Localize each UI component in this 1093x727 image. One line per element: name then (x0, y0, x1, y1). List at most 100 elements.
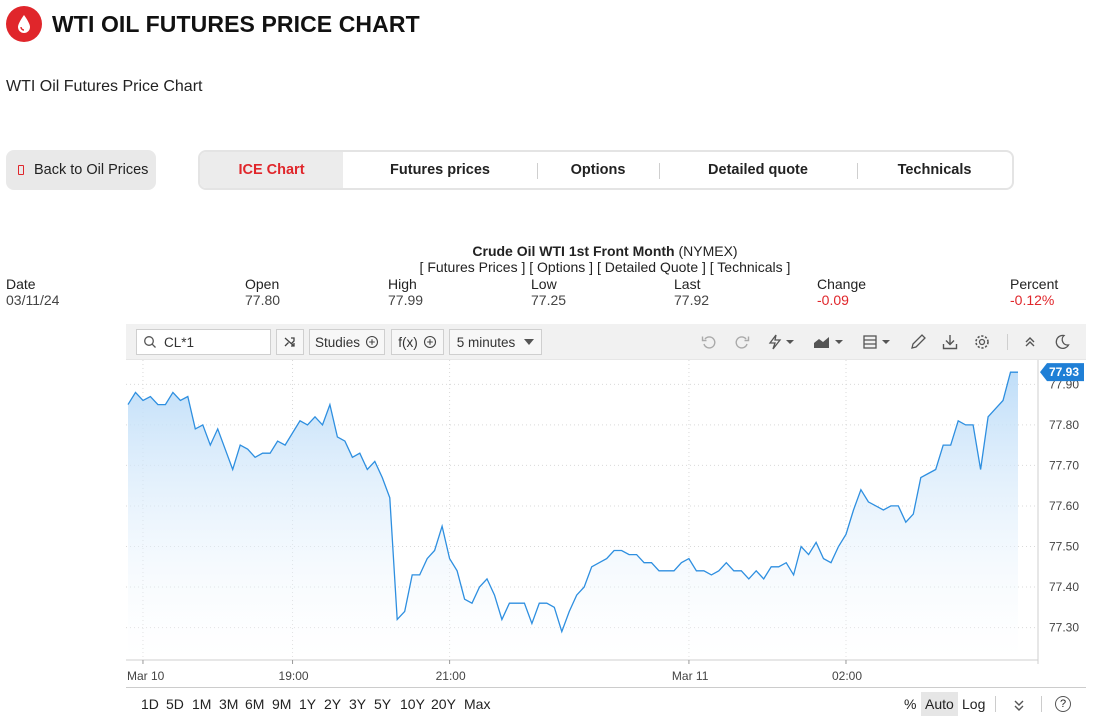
studies-label: Studies (314, 334, 361, 350)
expand-down-icon[interactable] (1012, 698, 1026, 712)
tab-ice-chart[interactable]: ICE Chart (200, 152, 343, 188)
x-tick-label: 21:00 (436, 669, 466, 683)
x-tick-label: Mar 10 (127, 669, 165, 683)
tab-divider (857, 163, 858, 179)
chart-tabs: ICE Chart Futures prices Options Detaile… (198, 150, 1014, 190)
y-tick-label: 77.60 (1049, 499, 1079, 513)
interval-value: 5 minutes (456, 334, 516, 350)
range-20y-button[interactable]: 20Y (431, 696, 456, 712)
plus-circle-icon (423, 335, 436, 349)
range-6m-button[interactable]: 6M (245, 696, 265, 712)
tab-futures-prices[interactable]: Futures prices (343, 152, 537, 188)
lightning-icon[interactable] (766, 333, 796, 351)
interval-select[interactable]: 5 minutes (449, 329, 542, 355)
tab-label: Technicals (897, 162, 972, 178)
last-price-badge (1040, 363, 1084, 382)
range-bar: % Auto Log ? 1D 5D 1M 3M 6M 9M 1Y 2Y 3Y 5Y 10Y 20Y M… (126, 687, 1086, 720)
date-label: Date (6, 276, 36, 292)
download-icon[interactable] (941, 333, 959, 351)
low-label: Low (531, 276, 557, 292)
back-to-oil-prices-button[interactable]: Back to Oil Prices (6, 150, 156, 190)
moon-icon[interactable] (1053, 333, 1071, 351)
range-2y-button[interactable]: 2Y (324, 696, 342, 712)
instrument-name: Crude Oil WTI 1st Front Month (472, 243, 675, 259)
tab-label: ICE Chart (238, 162, 305, 178)
redo-icon[interactable] (733, 333, 751, 351)
last-price-label: 77.93 (1049, 365, 1079, 379)
y-tick-label: 77.70 (1049, 458, 1079, 472)
quote-percent: Percent -0.12% (1010, 276, 1058, 308)
range-divider (995, 696, 996, 712)
quote-last: Last 77.92 (674, 276, 709, 308)
plus-circle-icon (365, 335, 379, 349)
quote-links[interactable]: [ Futures Prices ] [ Options ] [ Detaile… (419, 259, 791, 275)
last-label: Last (674, 276, 701, 292)
tab-label: Futures prices (390, 162, 490, 178)
page-title: WTI OIL FUTURES PRICE CHART (52, 11, 420, 37)
price-area (128, 372, 1018, 660)
back-icon (18, 165, 24, 175)
y-tick-label: 77.30 (1049, 621, 1079, 635)
chevron-down-icon (524, 339, 535, 345)
quote-title: Crude Oil WTI 1st Front Month (NYMEX) (0, 243, 1093, 259)
range-max-button[interactable]: Max (464, 696, 491, 712)
tab-detailed-quote[interactable]: Detailed quote (659, 152, 857, 188)
quote-change: Change -0.09 (817, 276, 866, 308)
collapse-icon[interactable] (1021, 333, 1039, 351)
quote-low: Low 77.25 (531, 276, 566, 308)
oil-drop-icon (6, 6, 42, 42)
quote-high: High 77.99 (388, 276, 423, 308)
x-tick-label: 02:00 (832, 669, 862, 683)
price-line (127, 371, 1018, 634)
high-label: High (388, 276, 417, 292)
pencil-icon[interactable] (909, 333, 927, 351)
fx-button[interactable]: f(x) (391, 329, 444, 355)
y-tick-label: 77.80 (1049, 418, 1079, 432)
auto-scale-button[interactable]: Auto (921, 692, 958, 716)
log-scale-button[interactable]: Log (962, 696, 986, 712)
studies-button[interactable]: Studies (309, 329, 385, 355)
gear-icon[interactable] (973, 333, 991, 351)
undo-icon[interactable] (700, 333, 718, 351)
page-subtitle: WTI Oil Futures Price Chart (6, 78, 203, 95)
tab-label: Detailed quote (708, 162, 808, 178)
back-button-label: Back to Oil Prices (34, 162, 149, 178)
range-1m-button[interactable]: 1M (192, 696, 212, 712)
range-5d-button[interactable]: 5D (166, 696, 184, 712)
high-value: 77.99 (388, 292, 424, 308)
x-tick-label: Mar 11 (672, 669, 709, 683)
help-icon[interactable]: ? (1055, 696, 1071, 712)
percent-scale-button[interactable]: % (904, 696, 917, 712)
range-1d-button[interactable]: 1D (141, 696, 159, 712)
chart-style-icon[interactable] (813, 333, 845, 351)
symbol-value: CL*1 (164, 334, 195, 350)
x-tick-label: 19:00 (279, 669, 309, 683)
shuffle-icon (284, 337, 295, 347)
y-tick-label: 77.40 (1049, 580, 1079, 594)
quote-open: Open 77.80 (245, 276, 280, 308)
chart-widget: CL*1 Studies f(x) 5 minutes 77.30 77.40 77… (126, 324, 1086, 720)
symbol-search-input[interactable]: CL*1 (136, 329, 271, 355)
search-icon (144, 336, 156, 348)
date-value: 03/11/24 (6, 292, 60, 308)
layout-icon[interactable] (862, 333, 894, 351)
range-10y-button[interactable]: 10Y (400, 696, 425, 712)
tab-technicals[interactable]: Technicals (857, 152, 1012, 188)
fx-label: f(x) (398, 334, 418, 350)
tab-divider (537, 163, 538, 179)
range-1y-button[interactable]: 1Y (299, 696, 317, 712)
range-9m-button[interactable]: 9M (272, 696, 292, 712)
range-3m-button[interactable]: 3M (219, 696, 239, 712)
tab-options[interactable]: Options (537, 152, 659, 188)
low-value: 77.25 (531, 292, 567, 308)
exchange-name: (NYMEX) (678, 243, 738, 259)
shuffle-button[interactable] (276, 329, 304, 355)
tab-divider (659, 163, 660, 179)
range-5y-button[interactable]: 5Y (374, 696, 392, 712)
range-3y-button[interactable]: 3Y (349, 696, 367, 712)
chart-toolbar: CL*1 Studies f(x) 5 minutes (126, 324, 1086, 360)
open-value: 77.80 (245, 292, 281, 308)
tab-label: Options (570, 162, 626, 178)
percent-label: Percent (1010, 276, 1059, 292)
